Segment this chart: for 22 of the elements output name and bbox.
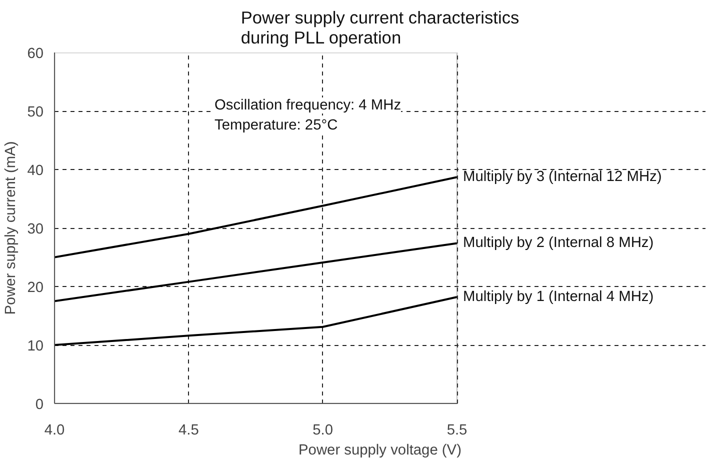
x-tick-label: 5.5 (446, 422, 468, 438)
y-tick-label: 50 (27, 104, 44, 120)
line-series (54, 296, 458, 346)
chart-title: Power supply current characteristics during PLL operation (240, 8, 520, 48)
y-tick-label: 10 (27, 338, 44, 354)
x-tick-label: 5.0 (312, 422, 334, 438)
annotation: Oscillation frequency: 4 MHz (214, 98, 402, 114)
y-tick-label: 60 (27, 46, 44, 62)
y-axis-title: Power supply current (mA) (3, 141, 20, 315)
series-label: Multiply by 2 (Internal 8 MHz) (463, 235, 654, 252)
annotation: Temperature: 25°C (214, 118, 338, 134)
y-tick-label: 30 (27, 222, 44, 238)
line-series (54, 176, 458, 258)
x-tick-label: 4.5 (178, 422, 199, 438)
x-axis-title: Power supply voltage (V) (298, 442, 462, 458)
series-label: Multiply by 3 (Internal 12 MHz) (463, 169, 662, 186)
line-series (54, 242, 458, 302)
y-tick-label: 20 (27, 280, 44, 296)
series-label: Multiply by 1 (Internal 4 MHz) (463, 289, 654, 306)
y-tick-label: 40 (27, 163, 44, 179)
y-tick-label: 0 (35, 397, 44, 413)
x-tick-label: 4.0 (44, 422, 65, 438)
